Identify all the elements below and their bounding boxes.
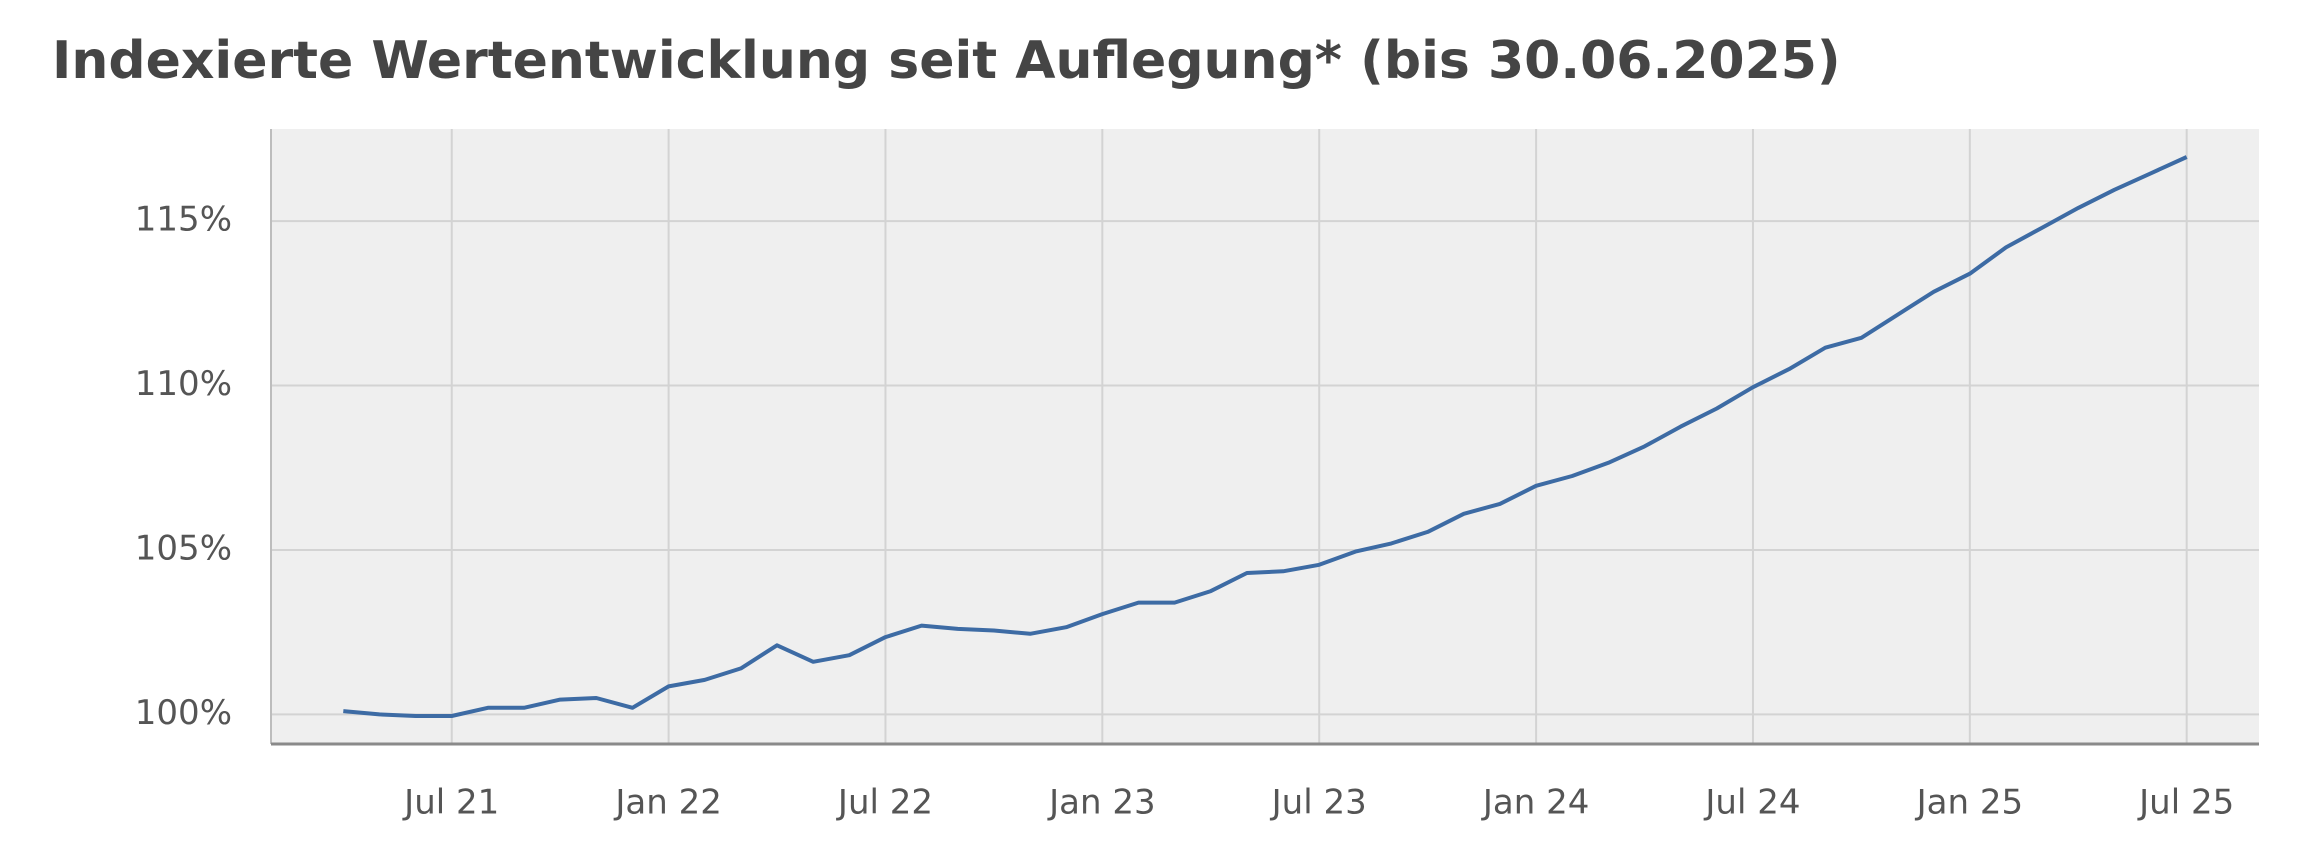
data-line: [343, 155, 2188, 718]
y-tick-label: 110%: [135, 364, 232, 404]
x-tick-label: Jul 23: [1270, 783, 1367, 823]
x-tick-label: Jan 25: [1915, 783, 2023, 823]
x-tick-label: Jan 22: [613, 783, 721, 823]
y-tick-label: 100%: [135, 693, 232, 733]
chart-title: Indexierte Wertentwicklung seit Auflegun…: [52, 31, 1841, 91]
x-tick-label: Jul 21: [402, 783, 499, 823]
x-tick-label: Jul 24: [1703, 783, 1800, 823]
plot-area: [271, 129, 2259, 744]
y-tick-label: 115%: [135, 200, 232, 240]
x-tick-label: Jan 23: [1047, 783, 1155, 823]
x-tick-label: Jul 22: [836, 783, 933, 823]
x-tick-label: Jan 24: [1481, 783, 1589, 823]
y-tick-label: 105%: [135, 528, 232, 568]
x-tick-label: Jul 25: [2137, 783, 2234, 823]
